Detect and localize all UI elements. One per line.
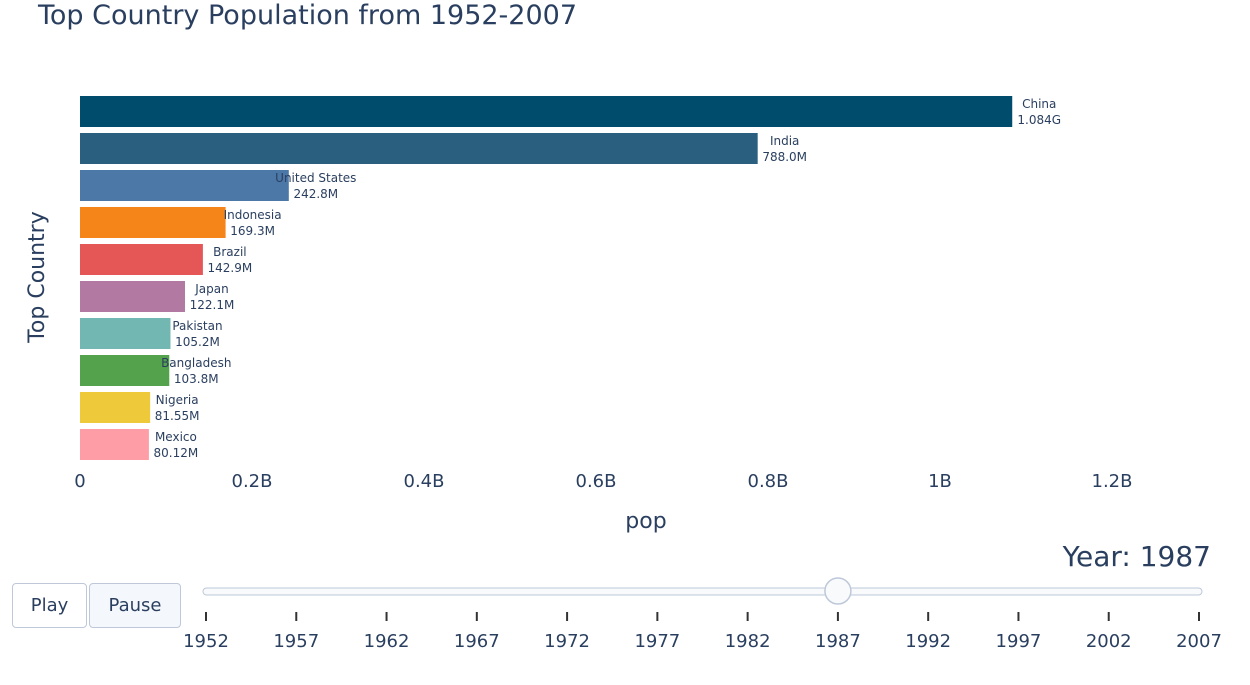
slider-step-label-1987[interactable]: 1987 bbox=[815, 631, 861, 652]
slider-step-label-1977[interactable]: 1977 bbox=[634, 631, 680, 652]
bar-pakistan bbox=[80, 318, 171, 349]
bar-country-label: Bangladesh bbox=[161, 356, 231, 370]
bar-japan bbox=[80, 281, 186, 312]
slider-step-label-2002[interactable]: 2002 bbox=[1086, 631, 1132, 652]
bar-indonesia bbox=[80, 207, 226, 238]
bar-china bbox=[80, 96, 1013, 127]
slider-step-label-1967[interactable]: 1967 bbox=[454, 631, 500, 652]
bar-nigeria bbox=[80, 392, 151, 423]
bar-country-label: United States bbox=[275, 171, 356, 185]
x-tick-label: 0.4B bbox=[404, 471, 445, 492]
y-axis-title: Top Country bbox=[25, 211, 50, 344]
bar-country-label: Pakistan bbox=[172, 319, 222, 333]
slider-step-label-1957[interactable]: 1957 bbox=[273, 631, 319, 652]
slider-step-label-1972[interactable]: 1972 bbox=[544, 631, 590, 652]
bar-brazil bbox=[80, 244, 203, 275]
bar-india bbox=[80, 133, 758, 164]
slider-step-label-1982[interactable]: 1982 bbox=[725, 631, 771, 652]
slider-step-label-1952[interactable]: 1952 bbox=[183, 631, 229, 652]
bar-country-label: India bbox=[770, 134, 799, 148]
x-tick-label: 0.6B bbox=[576, 471, 617, 492]
bar-country-label: Mexico bbox=[155, 430, 197, 444]
bar-value-label: 80.12M bbox=[154, 446, 199, 460]
year-slider[interactable]: 1952 1957 1962 1967 1972 1977 1982 1987 1992 1997… bbox=[183, 577, 1222, 652]
slider-ticks: 1952 1957 1962 1967 1972 1977 1982 1987 1992 1997… bbox=[183, 612, 1222, 652]
bar-value-label: 122.1M bbox=[190, 298, 235, 312]
bar-value-label: 788.0M bbox=[762, 150, 807, 164]
bar-country-label: Brazil bbox=[213, 245, 247, 259]
slider-step-label-2007[interactable]: 2007 bbox=[1176, 631, 1222, 652]
bar-bangladesh bbox=[80, 355, 170, 386]
play-button[interactable]: Play bbox=[12, 583, 87, 628]
slider-step-label-1997[interactable]: 1997 bbox=[996, 631, 1042, 652]
slider-handle[interactable] bbox=[824, 577, 852, 605]
x-tick-label: 0.8B bbox=[748, 471, 789, 492]
x-axis-ticks: 0 0.2B 0.4B 0.6B 0.8B 1B 1.2B bbox=[74, 471, 1132, 492]
bar-country-label: Indonesia bbox=[224, 208, 282, 222]
slider-step-label-1992[interactable]: 1992 bbox=[905, 631, 951, 652]
bar-united-states bbox=[80, 170, 289, 201]
x-tick-label: 0.2B bbox=[232, 471, 273, 492]
slider-rail[interactable] bbox=[202, 587, 1203, 596]
bar-value-label: 242.8M bbox=[293, 187, 338, 201]
bar-value-label: 105.2M bbox=[175, 335, 220, 349]
bar-mexico bbox=[80, 429, 149, 460]
bar-value-label: 169.3M bbox=[230, 224, 275, 238]
x-tick-label: 1B bbox=[928, 471, 952, 492]
bar-country-label: Japan bbox=[194, 282, 228, 296]
chart-title: Top Country Population from 1952-2007 bbox=[37, 0, 577, 31]
bar-labels: China 1.084G India 788.0M United States 242.8… bbox=[154, 97, 1062, 460]
year-current-value: Year: 1987 bbox=[1062, 540, 1211, 573]
bar-value-label: 103.8M bbox=[174, 372, 219, 386]
pause-button[interactable]: Pause bbox=[89, 583, 181, 628]
bars bbox=[80, 96, 1013, 460]
x-axis-title: pop bbox=[625, 509, 666, 534]
x-tick-label: 0 bbox=[74, 471, 85, 492]
bar-value-label: 142.9M bbox=[208, 261, 253, 275]
bar-value-label: 81.55M bbox=[155, 409, 200, 423]
x-tick-label: 1.2B bbox=[1092, 471, 1133, 492]
bar-country-label: Nigeria bbox=[156, 393, 199, 407]
bar-country-label: China bbox=[1022, 97, 1056, 111]
slider-step-label-1962[interactable]: 1962 bbox=[364, 631, 410, 652]
bar-value-label: 1.084G bbox=[1017, 113, 1061, 127]
